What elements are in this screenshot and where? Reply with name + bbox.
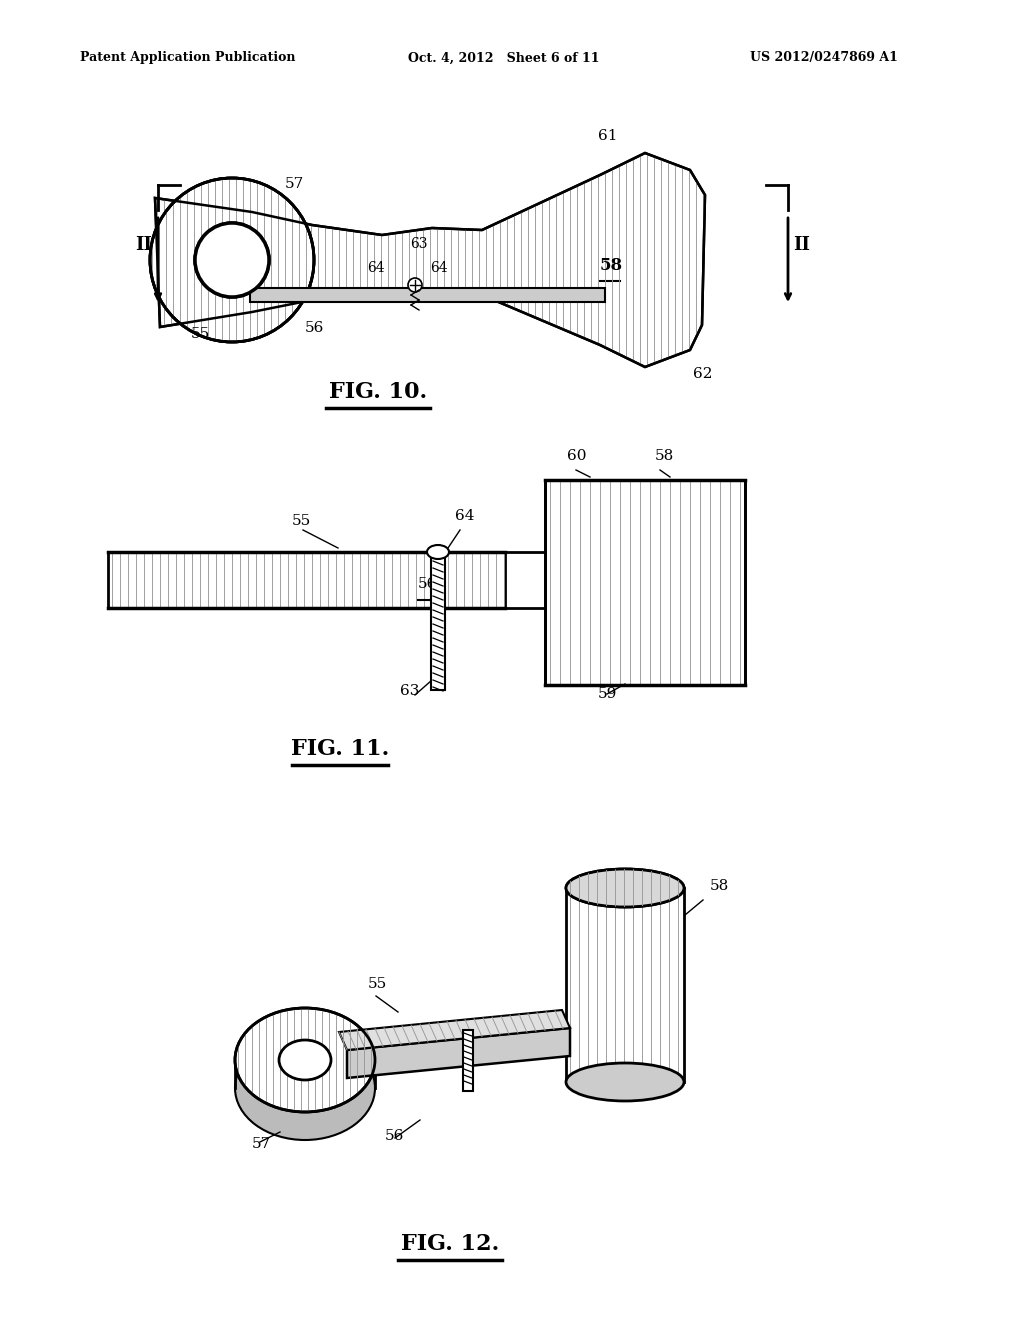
Polygon shape [347,1028,570,1078]
Bar [545,480,745,685]
Text: 62: 62 [693,367,713,381]
Text: 57: 57 [252,1137,271,1151]
Circle shape [150,178,314,342]
Text: Patent Application Publication: Patent Application Publication [80,51,296,65]
Text: 56: 56 [418,577,437,591]
Ellipse shape [279,1040,331,1080]
Ellipse shape [566,869,684,907]
Ellipse shape [234,1008,375,1111]
Text: 59: 59 [598,686,617,701]
Circle shape [195,223,269,297]
Text: 61: 61 [598,129,617,143]
Bar [431,552,445,690]
Bar [250,288,605,302]
Text: 64: 64 [430,261,447,275]
Bar [566,888,684,1082]
Text: 58: 58 [655,449,674,463]
Text: 55: 55 [191,327,210,341]
Text: 63: 63 [410,238,427,251]
Text: 58: 58 [710,879,729,894]
Polygon shape [339,1010,570,1049]
Text: 57: 57 [285,177,304,191]
Text: 55: 55 [368,977,387,991]
Text: II: II [135,236,153,253]
Circle shape [408,279,422,292]
Text: 58: 58 [600,257,624,275]
Ellipse shape [566,1063,684,1101]
Bar [463,1030,473,1092]
Text: US 2012/0247869 A1: US 2012/0247869 A1 [750,51,898,65]
Text: Oct. 4, 2012   Sheet 6 of 11: Oct. 4, 2012 Sheet 6 of 11 [408,51,599,65]
Text: 56: 56 [385,1129,404,1143]
Polygon shape [155,153,705,367]
Text: 64: 64 [455,510,474,523]
Text: 56: 56 [305,321,325,335]
Text: 60: 60 [567,449,587,463]
Text: 63: 63 [400,684,420,698]
Ellipse shape [566,869,684,907]
Text: 55: 55 [292,513,311,528]
Text: 64: 64 [367,261,385,275]
Text: II: II [794,236,811,253]
Text: FIG. 11.: FIG. 11. [291,738,389,760]
Ellipse shape [234,1036,375,1140]
Text: FIG. 10.: FIG. 10. [329,381,427,403]
Circle shape [195,223,269,297]
Ellipse shape [427,545,449,558]
Text: FIG. 12.: FIG. 12. [400,1233,499,1255]
Bar [108,552,505,609]
